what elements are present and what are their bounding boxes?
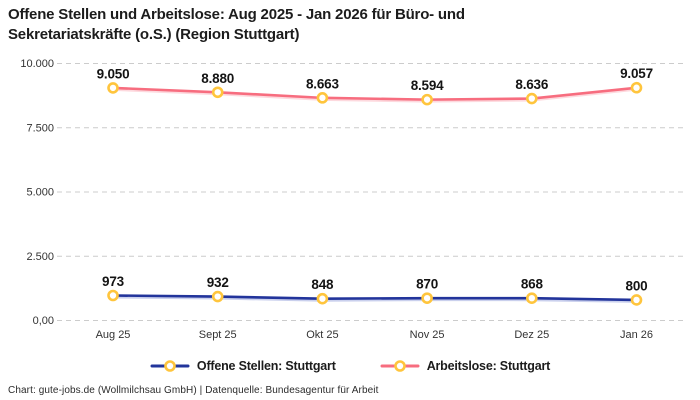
legend-label: Offene Stellen: Stuttgart [196,359,336,373]
series-line [111,86,638,101]
data-point-marker[interactable] [525,292,538,304]
data-point-label: 932 [207,275,229,290]
data-point-marker[interactable] [316,92,329,104]
data-point-label: 8.594 [411,78,444,93]
data-point-marker[interactable] [525,92,538,105]
data-point-label: 848 [311,277,334,292]
chart-legend: Offene Stellen: Stuttgart Arbeitslose: St… [0,359,700,373]
footer-credit: Chart: gute-jobs.de (Wollmilchsau GmbH) … [8,385,379,396]
legend-item-arbeitslose-stuttgart[interactable]: Arbeitslose: Stuttgart [380,359,550,373]
page-title: Offene Stellen und Arbeitslose: Aug 2025… [8,5,628,46]
title-line-1: Offene Stellen und Arbeitslose: Aug 2025… [8,6,465,23]
x-axis-tick-label: Okt 25 [306,329,338,341]
x-axis-tick-label: Dez 25 [514,329,549,341]
data-point-label: 868 [521,277,544,292]
y-axis-tick-label: 5.000 [26,187,54,199]
series-line-shadow [112,88,638,103]
series-line-shadow [112,296,638,303]
data-point-marker[interactable] [211,86,224,99]
legend-swatch-icon [150,360,190,372]
x-axis-tick-label: Jan 26 [620,329,653,341]
y-axis-tick-label: 10.000 [20,58,54,70]
legend-swatch-icon [380,360,420,372]
series-line [111,294,638,302]
data-point-label: 8.663 [306,76,339,91]
data-point-label: 870 [416,277,438,292]
legend-item-offene-stellen-stuttgart[interactable]: Offene Stellen: Stuttgart [150,359,336,373]
data-point-marker[interactable] [107,289,119,302]
data-point-label: 9.050 [97,66,130,81]
data-point-label: 973 [102,274,125,289]
x-axis-tick-label: Aug 25 [96,329,131,341]
title-line-2: Sekretariatskräfte (o.S.) (Region Stuttg… [8,26,300,44]
x-axis-tick-label: Sept 25 [199,329,237,341]
data-point-label: 8.880 [201,71,234,86]
y-axis-tick-label: 0,00 [33,315,54,327]
x-axis-tick-label: Nov 25 [410,329,445,341]
data-point-marker[interactable] [316,292,329,305]
data-point-marker[interactable] [630,81,643,94]
legend-label: Arbeitslose: Stuttgart [426,359,551,373]
data-point-marker[interactable] [421,292,433,304]
data-point-marker[interactable] [107,82,119,94]
data-point-label: 9.057 [620,66,653,81]
data-point-marker[interactable] [421,93,433,106]
data-point-label: 8.636 [515,77,548,92]
data-point-marker[interactable] [630,294,643,306]
y-axis-tick-label: 7.500 [26,122,54,134]
data-point-label: 800 [626,278,648,293]
y-axis-tick-label: 2.500 [26,251,54,263]
data-point-marker[interactable] [211,290,224,303]
